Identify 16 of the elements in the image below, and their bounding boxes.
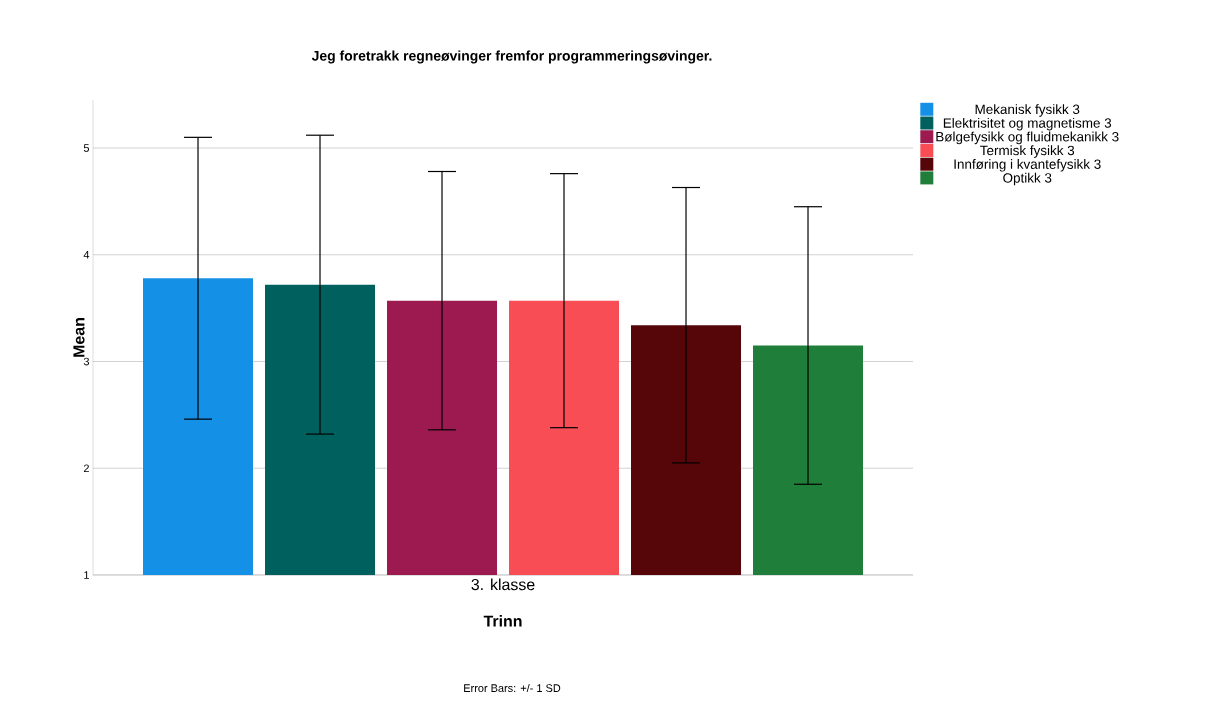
y-tick-label: 3 bbox=[83, 357, 89, 366]
legend-label: Elektrisitet og magnetisme 3 bbox=[943, 117, 1112, 131]
chart-title: Jeg foretrakk regneøvinger fremfor programmeringsøvinger. bbox=[311, 50, 712, 64]
legend-label: Bølgefysikk og fluidmekanikk 3 bbox=[936, 131, 1119, 145]
text: Error Bars: +/- 1 SD bbox=[464, 683, 561, 693]
y-axis-title: Mean bbox=[73, 318, 85, 357]
y-tick-label: 2 bbox=[83, 464, 89, 473]
y-tick-label: 1 bbox=[84, 571, 89, 579]
y-tick-label: 5 bbox=[83, 144, 90, 152]
text: Termisk fysikk 3 bbox=[980, 145, 1075, 158]
y-tick-label: 4 bbox=[83, 251, 90, 259]
x-axis-title: Trinn bbox=[483, 615, 522, 627]
text: Mekanisk fysikk 3 bbox=[975, 104, 1080, 117]
text: Optikk 3 bbox=[1003, 172, 1052, 186]
legend-label: Innføring i kvantefysikk 3 bbox=[954, 159, 1101, 172]
x-tick-label: 3. klasse bbox=[471, 578, 535, 591]
